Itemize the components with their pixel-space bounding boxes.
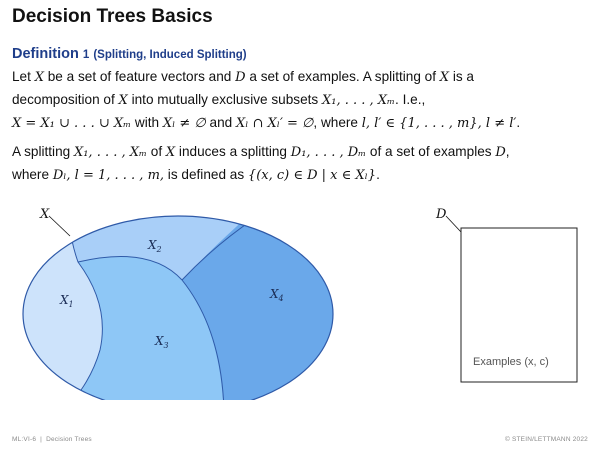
math-nonempty: Xₗ ≠ ∅	[162, 116, 206, 131]
math-subsets: X₁, . . . , Xₘ	[322, 93, 396, 108]
text: where	[12, 167, 53, 182]
examples-box	[460, 227, 578, 383]
text: with	[131, 115, 163, 130]
para1-line-2: decomposition of X into mutually exclusi…	[12, 89, 592, 112]
text: A splitting	[12, 144, 74, 159]
para1-line-1: Let X be a set of feature vectors and D …	[12, 66, 592, 89]
examples-label: Examples (x, c)	[473, 356, 549, 368]
math-set: {(x, c) ∈ D | x ∈ Xₗ}	[247, 168, 377, 183]
math-X: X	[439, 70, 450, 85]
text: of	[147, 144, 166, 159]
leader-X	[48, 215, 71, 237]
definition-paragraph-2: A splitting X₁, . . . , Xₘ of X induces …	[12, 141, 592, 187]
footer-topic: Decision Trees	[46, 436, 92, 443]
text: .	[376, 167, 380, 182]
text: and	[205, 115, 236, 130]
math-index: l, l′ ∈ {1, . . . , m}, l ≠ l′	[361, 116, 517, 131]
math-X: X	[118, 93, 128, 108]
label-X: X	[39, 207, 50, 222]
text: ,	[505, 144, 510, 159]
text: is a	[449, 69, 474, 84]
label-x1-main: X	[59, 293, 69, 307]
math-X: X	[34, 70, 44, 85]
region-x2	[65, 216, 255, 280]
label-x1-sub: 1	[69, 300, 74, 309]
footer-separator: |	[40, 436, 43, 443]
label-x4: X4	[269, 287, 284, 303]
text: . I.e.,	[395, 92, 426, 107]
text: is defined as	[164, 167, 248, 182]
label-x3-sub: 3	[164, 341, 169, 350]
boundary-x3-x4	[181, 279, 225, 400]
math-dl: Dₗ, l = 1, . . . , m,	[52, 168, 165, 183]
footer-copyright: © STEIN/LETTMANN 2022	[504, 436, 588, 443]
math-D: D	[235, 70, 246, 85]
math-disjoint: Xₗ ∩ Xₗ′ = ∅	[235, 116, 314, 131]
boundary-x1	[69, 227, 103, 400]
math-X: X	[165, 145, 176, 160]
text: of a set of examples	[366, 144, 496, 159]
definition-label: Definition	[12, 46, 79, 62]
definition-number: 1	[82, 49, 90, 61]
text: induces a splitting	[175, 144, 291, 159]
leader-D	[445, 215, 462, 233]
label-x4-sub: 4	[278, 294, 284, 303]
para1-line-3: X = X₁ ∪ . . . ∪ Xₘ with Xₗ ≠ ∅ and Xₗ ∩…	[12, 112, 592, 135]
text: Let	[12, 69, 35, 84]
feature-space-outline	[22, 215, 334, 400]
label-x2-main: X	[147, 238, 157, 252]
splitting-diagram: X X1 X2 X3 X4 D Examples (x, c)	[22, 207, 578, 400]
text: be a set of feature vectors and	[43, 69, 236, 84]
text: decomposition of	[12, 92, 119, 107]
math-union: X = X₁ ∪ . . . ∪ Xₘ	[12, 116, 132, 131]
text: .	[516, 115, 521, 130]
math-subsets: X₁, . . . , Xₘ	[73, 145, 147, 160]
boundary-x2-x3	[77, 256, 183, 281]
label-x2-sub: 2	[156, 245, 162, 254]
definition-paragraph-1: Let X be a set of feature vectors and D …	[12, 66, 592, 135]
footer-chapter: ML:VI-6	[12, 436, 37, 443]
footer-left: ML:VI-6 | Decision Trees	[12, 436, 92, 443]
label-x3: X3	[154, 334, 169, 350]
label-x3-main: X	[154, 334, 164, 348]
label-x1: X1	[59, 293, 74, 309]
text: into mutually exclusive subsets	[127, 92, 322, 107]
math-dsubsets: D₁, . . . , Dₘ	[290, 145, 367, 160]
label-x2: X2	[147, 238, 162, 254]
feature-space-regions	[23, 216, 333, 400]
para2-line-1: A splitting X₁, . . . , Xₘ of X induces …	[12, 141, 592, 164]
text: a set of examples. A splitting of	[245, 69, 440, 84]
label-x4-main: X	[269, 287, 279, 301]
slide-title: Decision Trees Basics	[12, 6, 213, 27]
definition-subtitle: (Splitting, Induced Splitting)	[93, 49, 247, 61]
para2-line-2: where Dₗ, l = 1, . . . , m, is defined a…	[12, 164, 592, 187]
text: , where	[313, 115, 362, 130]
math-D: D	[495, 145, 506, 160]
definition-heading: Definition 1 (Splitting, Induced Splitti…	[12, 46, 247, 62]
label-D: D	[435, 207, 447, 222]
